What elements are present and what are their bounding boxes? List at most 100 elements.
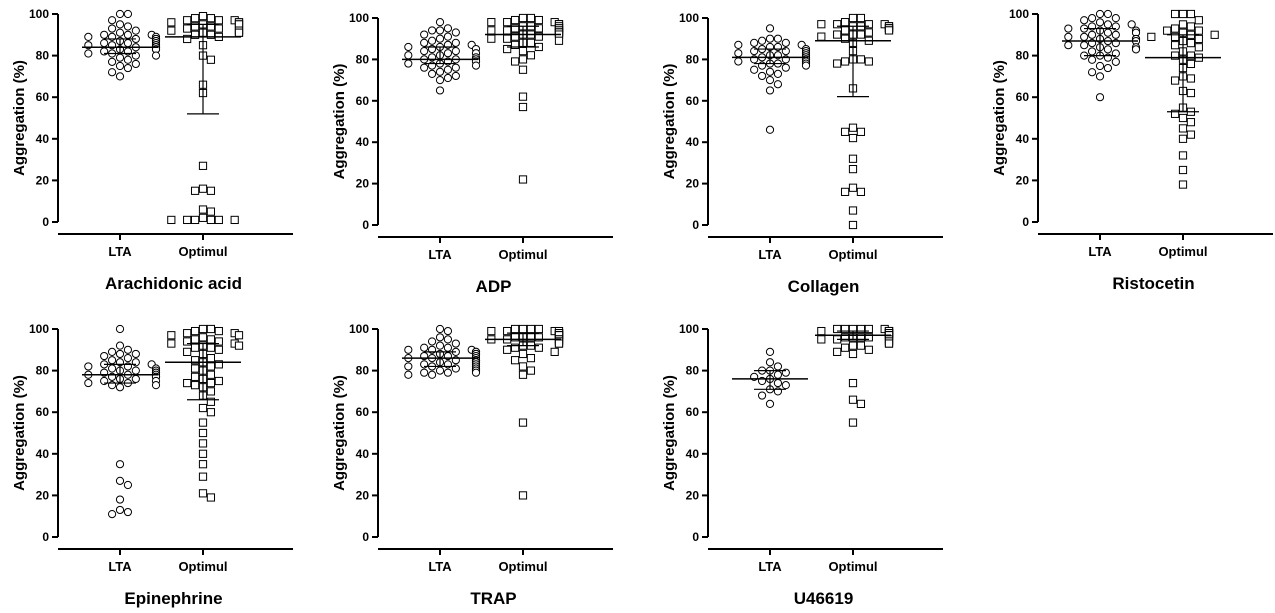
data-point xyxy=(107,24,117,33)
data-point xyxy=(1170,24,1180,33)
data-point xyxy=(214,376,223,386)
data-point xyxy=(773,69,783,78)
data-point xyxy=(1170,76,1180,85)
data-point xyxy=(435,76,445,85)
data-point xyxy=(1170,51,1180,60)
panel-title: TRAP xyxy=(470,589,516,608)
data-point xyxy=(131,374,140,384)
data-point xyxy=(848,349,858,359)
data-point xyxy=(1095,9,1105,19)
data-point xyxy=(848,133,858,143)
data-point xyxy=(123,55,133,64)
data-point xyxy=(864,57,873,66)
data-point xyxy=(773,362,783,371)
data-point xyxy=(420,30,429,39)
data-point xyxy=(518,491,528,500)
data-point xyxy=(214,16,223,25)
data-point xyxy=(1127,20,1136,29)
data-point xyxy=(765,24,775,33)
series-lta xyxy=(82,324,161,519)
series-optimul xyxy=(485,324,564,500)
data-point xyxy=(1170,109,1180,118)
panel-title: Arachidonic acid xyxy=(105,274,242,293)
data-point xyxy=(234,331,244,340)
data-point xyxy=(1186,22,1196,31)
data-point xyxy=(518,47,528,56)
data-point xyxy=(420,38,429,47)
panel-5: 0 20 40 60 80 100 Aggregation (%) LTA Optimul Epi… xyxy=(11,322,293,608)
data-point xyxy=(884,339,894,348)
data-point xyxy=(123,345,133,354)
y-tick-label: 60 xyxy=(36,405,50,419)
data-point xyxy=(518,418,528,427)
data-point xyxy=(451,339,460,348)
data-point xyxy=(518,362,528,371)
data-point xyxy=(190,326,200,336)
data-point xyxy=(151,381,161,390)
data-point xyxy=(214,326,223,336)
data-point xyxy=(107,16,117,25)
y-tick-label: 100 xyxy=(1009,7,1029,21)
data-point xyxy=(471,61,481,70)
series-lta xyxy=(402,18,481,95)
data-point xyxy=(510,57,520,66)
x-category-label: LTA xyxy=(1088,244,1112,259)
data-point xyxy=(1131,45,1141,54)
data-point xyxy=(840,18,850,27)
data-point xyxy=(404,42,413,52)
series-lta xyxy=(402,324,481,379)
data-point xyxy=(848,13,858,23)
data-point xyxy=(198,460,208,469)
y-tick-label: 20 xyxy=(36,173,50,187)
data-point xyxy=(435,67,445,76)
data-point xyxy=(123,22,133,31)
panel-7: 0 20 40 60 80 100 Aggregation (%) LTA Optimul U46… xyxy=(661,322,943,608)
data-point xyxy=(183,347,192,356)
data-point xyxy=(167,18,176,27)
data-point xyxy=(115,341,125,350)
series-lta xyxy=(732,347,808,408)
data-point xyxy=(864,345,873,354)
data-point xyxy=(1178,134,1188,143)
y-tick-label: 100 xyxy=(29,322,49,336)
data-point xyxy=(848,418,858,427)
y-tick-label: 20 xyxy=(1016,173,1030,187)
series-optimul xyxy=(165,324,244,502)
data-point xyxy=(1087,14,1097,23)
data-point xyxy=(198,418,208,427)
data-point xyxy=(206,343,216,352)
data-point xyxy=(206,387,216,396)
data-point xyxy=(115,383,125,392)
y-tick-label: 80 xyxy=(1016,49,1030,63)
data-point xyxy=(123,30,133,39)
data-point xyxy=(190,343,200,352)
series-lta xyxy=(1062,9,1141,102)
data-point xyxy=(198,439,208,448)
data-point xyxy=(1111,30,1120,39)
data-point xyxy=(167,26,176,35)
data-point xyxy=(183,34,192,44)
data-point xyxy=(206,186,216,195)
data-point xyxy=(183,16,192,25)
data-point xyxy=(765,347,775,356)
data-point xyxy=(198,184,208,193)
data-point xyxy=(443,32,453,41)
data-point xyxy=(115,72,125,81)
data-point xyxy=(190,14,200,23)
data-point xyxy=(765,34,775,43)
data-point xyxy=(100,351,109,361)
data-point xyxy=(214,360,223,369)
data-point xyxy=(435,34,445,43)
data-point xyxy=(526,354,536,363)
data-point xyxy=(817,326,826,336)
data-point xyxy=(884,26,894,35)
data-point xyxy=(518,92,528,101)
data-point xyxy=(503,44,512,54)
data-point xyxy=(84,49,93,58)
data-point xyxy=(206,22,216,31)
data-point xyxy=(198,161,208,170)
data-point xyxy=(1186,130,1196,139)
data-point xyxy=(206,408,216,417)
data-point xyxy=(167,339,176,348)
